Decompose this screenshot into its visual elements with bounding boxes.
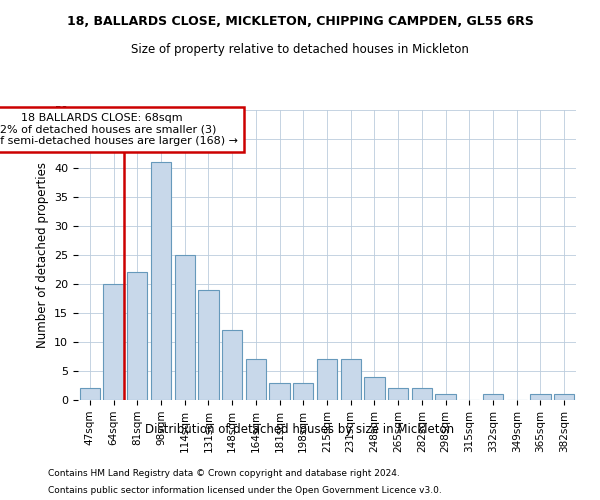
Bar [80,388,100,400]
Text: Distribution of detached houses by size in Mickleton: Distribution of detached houses by size … [145,422,455,436]
Bar [127,272,148,400]
Text: Contains HM Land Registry data © Crown copyright and database right 2024.: Contains HM Land Registry data © Crown c… [48,468,400,477]
Bar [483,394,503,400]
Bar [222,330,242,400]
Bar [530,394,551,400]
Bar [246,360,266,400]
Bar [412,388,432,400]
Bar [269,382,290,400]
Y-axis label: Number of detached properties: Number of detached properties [35,162,49,348]
Text: Size of property relative to detached houses in Mickleton: Size of property relative to detached ho… [131,42,469,56]
Bar [388,388,408,400]
Bar [293,382,313,400]
Bar [103,284,124,400]
Text: 18, BALLARDS CLOSE, MICKLETON, CHIPPING CAMPDEN, GL55 6RS: 18, BALLARDS CLOSE, MICKLETON, CHIPPING … [67,15,533,28]
Bar [341,360,361,400]
Bar [554,394,574,400]
Bar [317,360,337,400]
Bar [436,394,455,400]
Bar [151,162,171,400]
Text: 18 BALLARDS CLOSE: 68sqm
← 2% of detached houses are smaller (3)
98% of semi-det: 18 BALLARDS CLOSE: 68sqm ← 2% of detache… [0,113,238,146]
Bar [175,255,195,400]
Bar [364,377,385,400]
Text: Contains public sector information licensed under the Open Government Licence v3: Contains public sector information licen… [48,486,442,495]
Bar [199,290,218,400]
